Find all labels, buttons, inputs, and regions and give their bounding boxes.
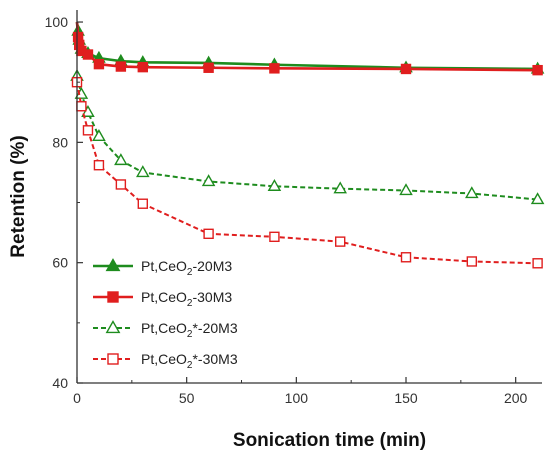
legend-label: Pt,CeO2*-20M3 <box>141 320 238 340</box>
data-point <box>465 186 479 199</box>
y-tick-label: 60 <box>52 255 68 271</box>
data-point <box>92 129 106 142</box>
legend: Pt,CeO2-20M3 Pt,CeO2-30M3 Pt,CeO2*-20M3 Pt,… <box>93 258 238 371</box>
legend-label: Pt,CeO2-30M3 <box>141 289 232 309</box>
y-tick-label: 40 <box>52 375 68 391</box>
ticks-layer: 0 50 100 150 200 40 60 80 100 <box>45 14 528 406</box>
x-tick-label: 0 <box>73 390 81 406</box>
data-point <box>269 63 280 74</box>
data-point <box>82 125 94 136</box>
data-point <box>400 63 412 75</box>
data-point <box>335 236 346 247</box>
legend-entry-2: Pt,CeO2-30M3 <box>93 289 232 309</box>
legend-marker <box>105 258 121 272</box>
axes-layer <box>76 10 542 384</box>
y-tick-label: 100 <box>45 14 69 30</box>
series-layer <box>70 21 545 269</box>
data-point <box>93 160 105 171</box>
data-point <box>137 198 149 209</box>
data-point <box>532 64 543 76</box>
data-point <box>400 252 412 263</box>
data-point <box>201 174 216 187</box>
data-point <box>399 183 413 196</box>
data-point <box>115 61 127 72</box>
data-point <box>269 231 280 243</box>
data-point <box>93 58 105 70</box>
data-point <box>203 228 214 240</box>
legend-entry-3: Pt,CeO2*-20M3 <box>93 320 238 340</box>
legend-marker <box>107 353 119 365</box>
legend-entry-4: Pt,CeO2*-30M3 <box>93 351 238 371</box>
legend-entry-1: Pt,CeO2-20M3 <box>93 258 232 278</box>
data-point <box>82 49 94 60</box>
y-tick-label: 80 <box>52 134 68 150</box>
data-point <box>203 62 214 73</box>
series-2 <box>72 21 543 76</box>
data-point <box>76 101 87 112</box>
legend-marker <box>107 291 119 303</box>
data-point <box>530 192 545 205</box>
data-point <box>333 181 347 194</box>
data-point <box>114 153 128 166</box>
data-point <box>136 165 150 178</box>
series-line <box>76 75 538 201</box>
x-tick-label: 200 <box>504 390 528 406</box>
legend-label: Pt,CeO2-20M3 <box>141 258 232 278</box>
data-point <box>137 61 149 73</box>
series-line <box>76 82 538 265</box>
data-point <box>115 179 127 190</box>
x-tick-label: 100 <box>285 390 309 406</box>
x-tick-label: 150 <box>394 390 418 406</box>
x-axis-title: Sonication time (min) <box>233 430 426 451</box>
data-point <box>466 256 478 267</box>
y-axis-title: Retention (%) <box>8 135 29 257</box>
legend-label: Pt,CeO2*-30M3 <box>141 351 238 371</box>
data-point <box>532 258 543 269</box>
series-3 <box>70 68 545 205</box>
data-point <box>267 178 282 191</box>
x-tick-label: 50 <box>179 390 195 406</box>
legend-marker <box>105 320 121 334</box>
